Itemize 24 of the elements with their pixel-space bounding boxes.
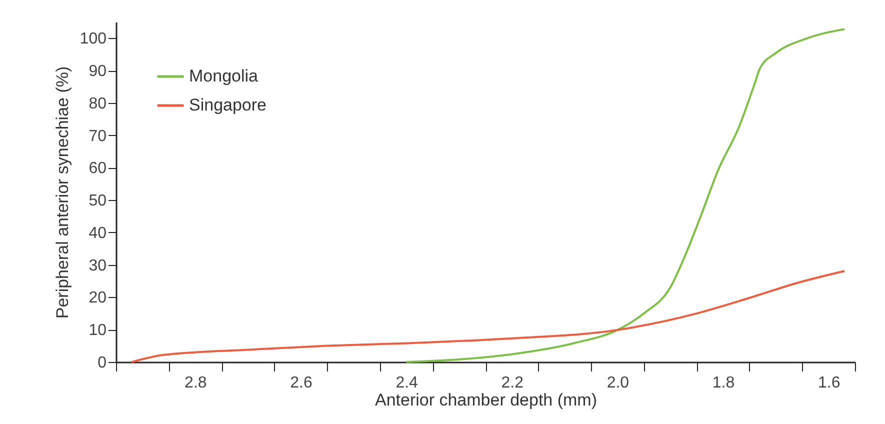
line-series bbox=[405, 28, 846, 363]
x-tick-label: 2.4 bbox=[396, 374, 418, 392]
y-tick-label: 80 bbox=[88, 95, 107, 112]
y-tick-label: 90 bbox=[88, 63, 107, 80]
x-tick-label: 2.2 bbox=[501, 374, 524, 392]
x-tick-label: 1.8 bbox=[712, 374, 735, 392]
legend-label: Mongolia bbox=[189, 66, 259, 86]
x-tick-label: 2.8 bbox=[184, 374, 207, 392]
line-series bbox=[130, 270, 846, 363]
y-tick-label: 100 bbox=[80, 30, 107, 48]
y-tick-label: 30 bbox=[88, 257, 107, 274]
y-tick-label: 20 bbox=[88, 290, 107, 307]
y-tick-label: 0 bbox=[98, 354, 107, 372]
x-axis-title: Anterior chamber depth (mm) bbox=[374, 390, 598, 410]
x-tick-label: 1.6 bbox=[818, 374, 840, 392]
y-tick-label: 70 bbox=[88, 128, 107, 145]
legend-label: Singapore bbox=[189, 96, 267, 114]
x-tick-label: 2.0 bbox=[606, 374, 630, 392]
y-axis-title: Peripheral anterior synechiae (%) bbox=[52, 66, 72, 319]
y-tick-label: 60 bbox=[88, 160, 107, 178]
y-tick-label: 40 bbox=[88, 224, 107, 242]
y-tick-label: 50 bbox=[88, 192, 107, 210]
y-tick-label: 10 bbox=[88, 322, 107, 340]
x-tick-label: 2.6 bbox=[290, 374, 312, 392]
